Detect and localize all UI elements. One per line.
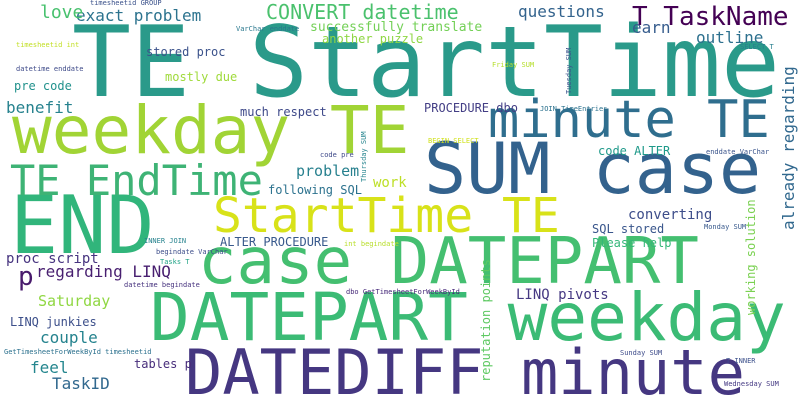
word-monday-sum: Monday SUM — [704, 223, 747, 231]
word-begin-select: BEGIN SELECT — [428, 137, 479, 145]
word-gettimesheetforweekbyid-timesheetid: GetTimesheetForWeekById timesheetid — [4, 348, 152, 356]
word-working-solution: working solution — [744, 199, 758, 315]
word-another-puzzle: another puzzle — [322, 32, 424, 46]
word-exact-problem: exact problem — [76, 6, 202, 25]
word-tables-p: tables p — [134, 357, 192, 371]
word-following-sql: following SQL — [268, 183, 362, 197]
word-pre-code: pre code — [14, 79, 72, 93]
word-wednesday-sum: Wednesday SUM — [724, 380, 779, 388]
word-end: END — [10, 179, 155, 272]
word-weekday-te: weekday TE — [12, 92, 410, 169]
word-int-begindate: int begindate — [344, 240, 399, 248]
word-datediff-minute: DATEDIFF minute — [185, 336, 745, 400]
word-datepart-weekday: DATEPART weekday — [150, 279, 786, 356]
word-proc-script: proc script — [6, 251, 99, 267]
word-alter-procedure: ALTER PROCEDURE — [220, 235, 329, 249]
word-friday-sum: Friday SUM — [492, 61, 535, 69]
word-t-taskname: T TaskName — [632, 2, 789, 32]
word-enddate-varchar: enddate VarChar — [706, 148, 770, 156]
word-stored-proc: stored proc — [146, 45, 226, 59]
word-inner-join: INNER JOIN — [144, 237, 187, 245]
word-case-datepart: case DATEPART — [198, 225, 699, 299]
word-tasks-t: Tasks T — [160, 258, 190, 266]
word-datetime-enddate: datetime enddate — [16, 65, 84, 73]
word-timesheetid-int: timesheetid int — [16, 41, 80, 49]
word-starttime-te: StartTime TE — [213, 188, 560, 244]
word-already-regarding: already regarding — [779, 66, 798, 230]
word-linq-pivots: LINQ pivots — [516, 287, 609, 303]
word-work: work — [373, 175, 407, 191]
word-questions: questions — [518, 2, 605, 21]
word-benefit: benefit — [6, 98, 74, 117]
word-join-timeentries: JOIN TimeEntries — [540, 105, 608, 113]
word-code-alter: code ALTER — [598, 144, 671, 158]
word-much-respect: much respect — [240, 105, 327, 119]
word-earn: earn — [632, 18, 671, 37]
word-reputation-points: reputation points — [479, 259, 493, 382]
word-datetime-begindate: datetime begindate — [124, 281, 200, 289]
word-thursday-sum: Thursday SUM — [360, 131, 368, 182]
word-sql-stored: SQL stored — [592, 222, 665, 236]
word-tuesday-sum: Tuesday SUM — [565, 47, 573, 94]
word-saturday: Saturday — [38, 292, 111, 310]
word-code-pre: code pre — [320, 151, 354, 159]
word-converting: converting — [628, 207, 713, 223]
word-timesheetid-group: timesheetid GROUP — [90, 0, 162, 7]
word-taskid: TaskID — [52, 374, 110, 393]
word-te-starttime: TE StartTime — [72, 6, 781, 120]
word-mostly-due: mostly due — [165, 70, 238, 84]
word-outline: outline — [696, 28, 764, 47]
word-linq-junkies: LINQ junkies — [10, 315, 97, 329]
word-regarding-linq: regarding LINQ — [36, 262, 171, 281]
word-couple: couple — [40, 328, 98, 347]
word-dbo-gettimesheetforweekbyid: dbo GetTimesheetForWeekById — [346, 288, 460, 296]
word-procedure-dbo: PROCEDURE dbo — [424, 101, 518, 115]
word-select-t: SELECT T — [740, 43, 774, 51]
word-feel: feel — [30, 358, 69, 377]
word-sunday-sum: Sunday SUM — [620, 349, 663, 357]
word-please-help: Please help — [592, 236, 672, 250]
word-p: p — [18, 262, 34, 292]
word-te-endtime: TE EndTime — [10, 156, 263, 205]
word-successfully-translate: successfully translate — [310, 20, 483, 35]
word-begindate-varchar: begindate VarChar — [156, 248, 228, 256]
word-t-inner: T INNER — [726, 357, 756, 365]
word-convert-datetime: CONVERT datetime — [266, 0, 459, 24]
word-love: love — [40, 2, 84, 23]
word-minute-te: minute TE — [488, 90, 770, 150]
word-sum-case: SUM case — [424, 128, 762, 210]
word-problem: problem — [296, 162, 360, 180]
word-varchar-enddate: VarChar enddate — [236, 25, 300, 33]
